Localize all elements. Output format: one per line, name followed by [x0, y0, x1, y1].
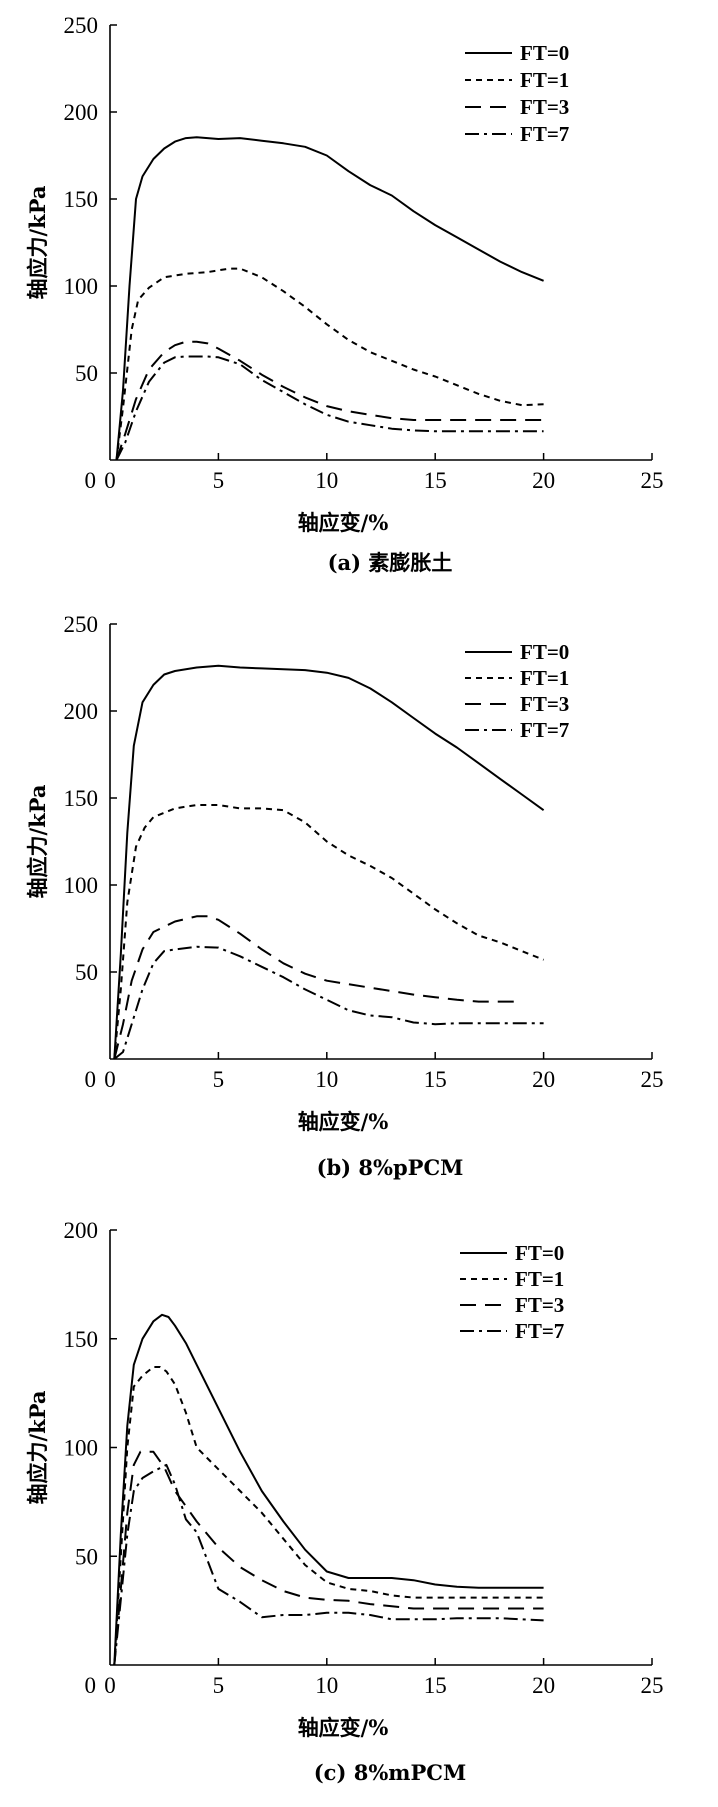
y-origin-label: 0 [85, 1067, 97, 1092]
x-tick-label: 5 [213, 468, 225, 493]
series-line-ft-0 [115, 136, 544, 461]
y-origin-label: 0 [85, 468, 97, 493]
x-tick-label: 0 [104, 1673, 116, 1698]
legend-label: FT=3 [515, 1293, 564, 1317]
x-tick-label: 5 [213, 1673, 225, 1698]
x-tick-label: 20 [532, 1067, 555, 1092]
legend-label: FT=3 [520, 692, 569, 716]
series-line-ft-0 [113, 664, 545, 1060]
y-tick-label: 250 [64, 612, 99, 637]
series-line-ft-7 [113, 1463, 544, 1666]
y-tick-label: 50 [75, 960, 98, 985]
y-tick-label: 50 [75, 361, 98, 386]
legend-label: FT=1 [520, 666, 569, 690]
panel-a: 0 5 10 15 20 25050100150200250FT=0FT=1FT=3FT=… [25, 13, 664, 575]
series-line-ft-3 [115, 340, 544, 461]
legend-label: FT=1 [520, 68, 569, 92]
y-tick-label: 200 [64, 699, 99, 724]
series-line-ft-1 [115, 267, 544, 461]
x-axis-title: 轴应变/% [298, 1715, 389, 1740]
x-tick-label: 20 [532, 1673, 555, 1698]
y-tick-label: 100 [64, 1436, 99, 1461]
y-tick-label: 200 [64, 1218, 99, 1243]
legend-label: FT=0 [515, 1241, 564, 1265]
x-tick-label: 5 [213, 1067, 225, 1092]
series-line-ft-3 [113, 1450, 544, 1666]
panel-caption: (c) 8%mPCM [314, 1760, 467, 1785]
panel-caption: (b) 8%pPCM [317, 1155, 464, 1180]
x-tick-label: 10 [315, 1067, 338, 1092]
series-line-ft-3 [113, 915, 522, 1060]
series-line-ft-7 [113, 945, 544, 1060]
x-tick-label: 10 [315, 1673, 338, 1698]
x-tick-label: 25 [641, 468, 664, 493]
legend-label: FT=7 [520, 122, 569, 146]
x-tick-label: 10 [315, 468, 338, 493]
x-axis-title: 轴应变/% [298, 1109, 389, 1134]
x-tick-label: 25 [641, 1673, 664, 1698]
y-tick-label: 50 [75, 1544, 98, 1569]
legend-label: FT=0 [520, 640, 569, 664]
legend-label: FT=1 [515, 1267, 564, 1291]
y-axis-title: 轴应力/kPa [25, 185, 50, 299]
legend-label: FT=7 [520, 718, 569, 742]
x-tick-label: 0 [104, 468, 116, 493]
legend-label: FT=0 [520, 41, 569, 65]
series-line-ft-0 [113, 1313, 544, 1666]
y-tick-label: 150 [64, 1327, 99, 1352]
panel-b: 0 5 10 15 20 25050100150200250FT=0FT=1FT=3FT=… [25, 612, 664, 1180]
series-line-ft-1 [113, 1366, 544, 1666]
series-line-ft-7 [115, 355, 544, 461]
legend-label: FT=7 [515, 1319, 564, 1343]
y-axis-title: 轴应力/kPa [25, 1390, 50, 1504]
y-axis-title: 轴应力/kPa [25, 784, 50, 898]
series-line-ft-1 [113, 804, 544, 1060]
x-tick-label: 15 [424, 1067, 447, 1092]
y-tick-label: 150 [64, 187, 99, 212]
x-tick-label: 15 [424, 1673, 447, 1698]
y-origin-label: 0 [85, 1673, 97, 1698]
panel-c: 0 5 10 15 20 25 0 50 100 150 200 FT=0FT=1FT=3FT=7 轴应… [25, 1218, 664, 1785]
panel-caption: (a) 素膨胀土 [328, 550, 453, 575]
x-axis-title: 轴应变/% [298, 510, 389, 535]
legend-label: FT=3 [520, 95, 569, 119]
y-tick-label: 200 [64, 100, 99, 125]
x-tick-label: 15 [424, 468, 447, 493]
y-tick-label: 100 [64, 274, 99, 299]
y-tick-label: 100 [64, 873, 99, 898]
x-tick-label: 25 [641, 1067, 664, 1092]
y-tick-label: 250 [64, 13, 99, 38]
y-tick-label: 150 [64, 786, 99, 811]
x-tick-label: 0 [104, 1067, 116, 1092]
x-tick-label: 20 [532, 468, 555, 493]
